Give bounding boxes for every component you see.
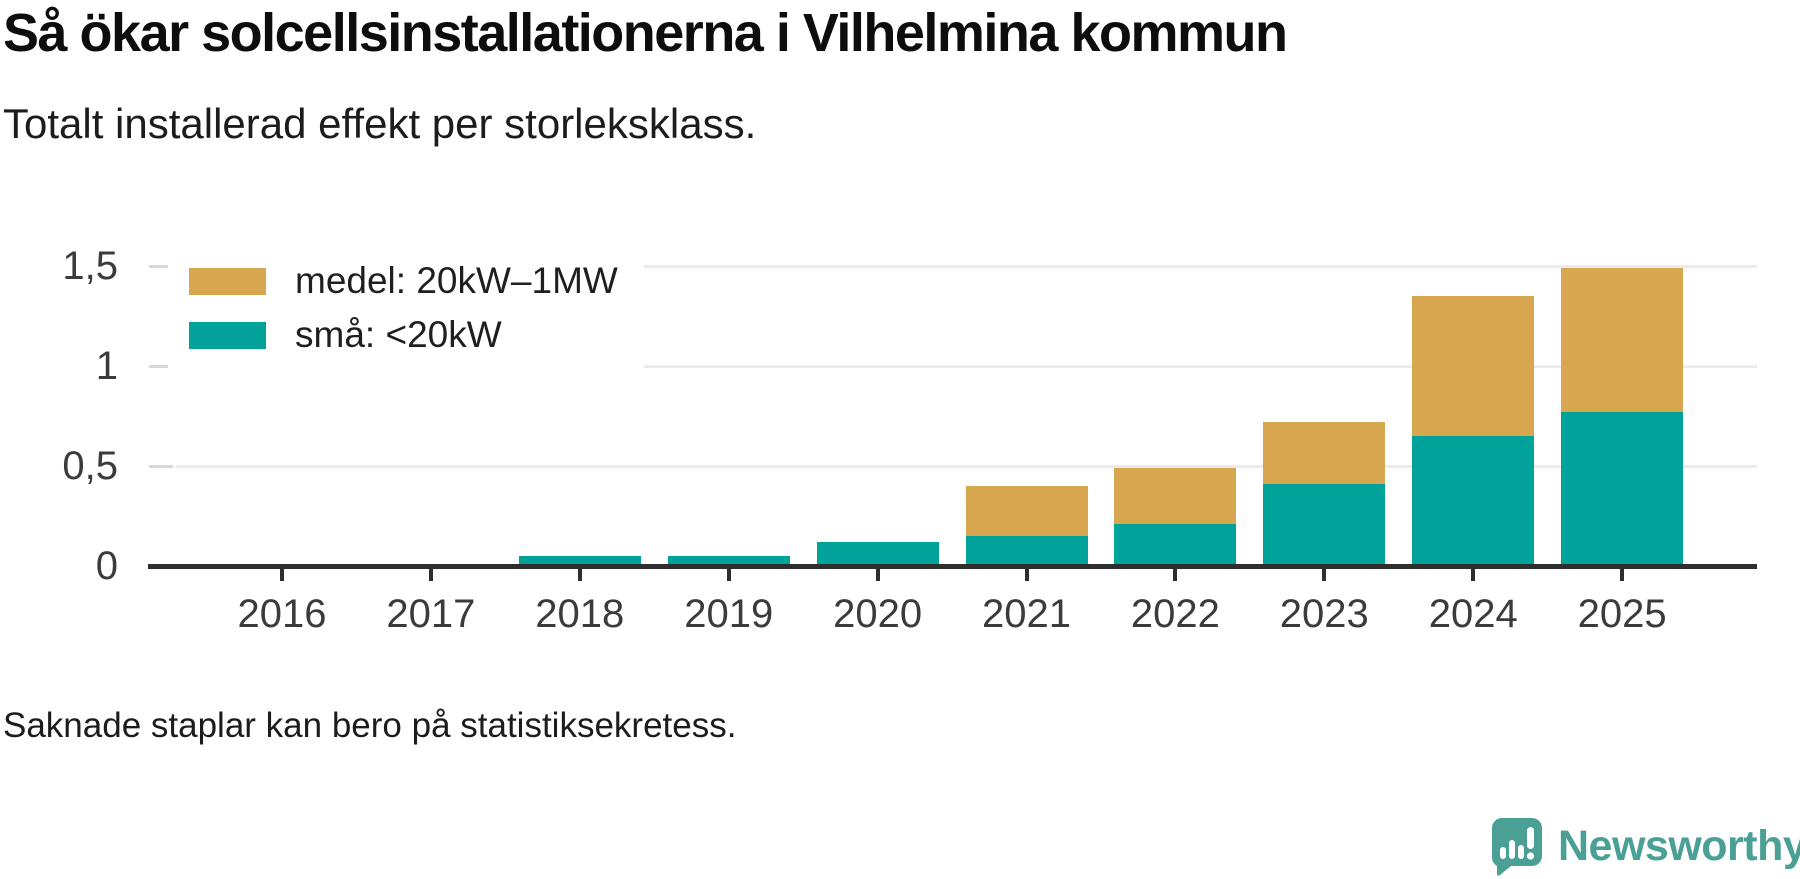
x-axis-label-2017: 2017 <box>386 592 476 636</box>
bar-segment-medel-2023 <box>1263 422 1386 484</box>
x-tick-2022 <box>1173 569 1178 581</box>
x-axis-label-2022: 2022 <box>1130 592 1220 636</box>
newsworthy-logo-text: Newsworthy <box>1558 822 1800 870</box>
x-axis-line <box>148 564 1757 569</box>
bar-segment-medel-2021 <box>965 486 1088 536</box>
y-tick <box>149 265 173 268</box>
gridline <box>176 465 1757 468</box>
x-tick-2016 <box>280 569 284 581</box>
x-tick-2017 <box>428 569 433 581</box>
gridline <box>176 365 1757 368</box>
x-axis-label-2024: 2024 <box>1428 592 1518 636</box>
x-tick-2025 <box>1620 569 1625 581</box>
y-axis-label: 0,5 <box>62 444 118 488</box>
bar-segment-medel-2024 <box>1412 296 1535 436</box>
bar-segment-sma-2024 <box>1412 436 1535 566</box>
bar-segment-sma-2025 <box>1561 412 1684 566</box>
x-tick-2020 <box>875 569 880 581</box>
x-axis-label-2016: 2016 <box>237 592 327 636</box>
bar-segment-sma-2023 <box>1263 484 1386 566</box>
legend: medel: 20kW–1MW små: <20kW <box>168 240 644 376</box>
footnote: Saknade staplar kan bero på statistiksek… <box>3 706 737 745</box>
x-axis-label-2019: 2019 <box>684 592 774 636</box>
bar-segment-sma-2019 <box>667 556 790 566</box>
y-axis-label: 1 <box>95 344 118 388</box>
y-tick <box>149 365 173 368</box>
y-axis-label: 1,5 <box>62 244 118 288</box>
chart-title: Så ökar solcellsinstallationerna i Vilhe… <box>3 3 1288 63</box>
newsworthy-logo-icon <box>1491 818 1542 876</box>
legend-label: medel: 20kW–1MW <box>295 260 618 301</box>
x-axis-label-2021: 2021 <box>982 592 1071 636</box>
x-tick-2023 <box>1322 569 1327 581</box>
x-axis-label-2025: 2025 <box>1577 592 1667 636</box>
bar-segment-medel-2025 <box>1561 268 1684 412</box>
legend-swatch <box>189 267 266 295</box>
x-axis-label-2020: 2020 <box>833 592 923 636</box>
bar-segment-sma-2018 <box>518 556 641 566</box>
chart-subtitle: Totalt installerad effekt per storlekskl… <box>3 100 757 147</box>
legend-item: små: <20kW <box>189 308 618 362</box>
y-axis-label: 0 <box>95 544 118 588</box>
bar-segment-sma-2022 <box>1114 524 1237 566</box>
legend-item: medel: 20kW–1MW <box>189 254 618 308</box>
gridline <box>176 265 1757 268</box>
legend-label: små: <20kW <box>295 314 502 355</box>
x-axis-label-2018: 2018 <box>535 592 625 636</box>
bar-segment-medel-2022 <box>1114 468 1237 524</box>
x-tick-2021 <box>1024 569 1029 581</box>
x-tick-2018 <box>577 569 582 581</box>
legend-swatch <box>189 321 266 349</box>
newsworthy-logo: Newsworthy <box>1488 816 1800 876</box>
x-axis-label-2023: 2023 <box>1279 592 1369 636</box>
bar-segment-sma-2021 <box>965 536 1088 566</box>
x-tick-2019 <box>726 569 731 581</box>
y-tick <box>149 465 173 468</box>
x-tick-2024 <box>1471 569 1476 581</box>
bar-segment-sma-2020 <box>816 542 939 566</box>
